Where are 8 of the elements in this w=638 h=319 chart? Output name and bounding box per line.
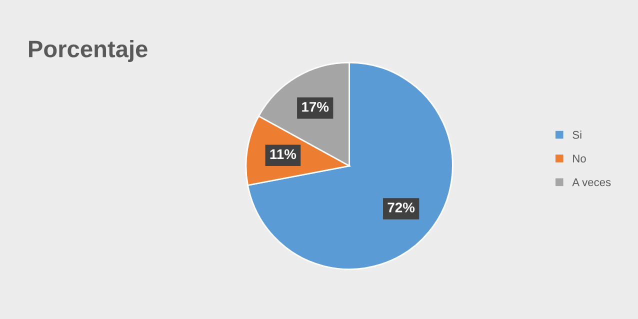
data-label: 17% <box>302 102 329 112</box>
data-label: 11% <box>270 149 296 160</box>
legend-label: Si <box>572 130 582 139</box>
data-label: 72% <box>388 202 415 212</box>
chart-title: Porcentaje <box>29 40 148 62</box>
pie-slice <box>247 62 454 270</box>
legend-label: No <box>573 154 586 162</box>
legend-label: A veces <box>572 178 611 186</box>
